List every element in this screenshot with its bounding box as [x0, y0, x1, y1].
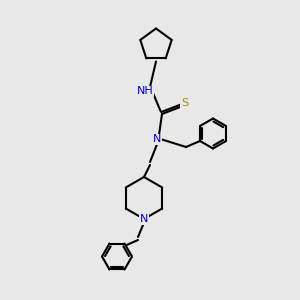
Text: N: N	[153, 134, 162, 145]
Text: NH: NH	[137, 86, 154, 97]
Text: S: S	[181, 98, 188, 109]
Text: N: N	[140, 214, 148, 224]
